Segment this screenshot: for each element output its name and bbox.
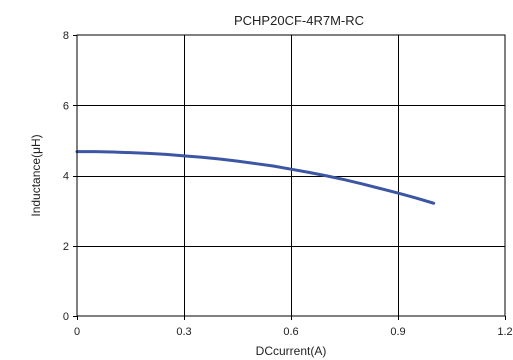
y-tick-label: 4 [63, 171, 69, 183]
x-axis-title: DCcurrent(A) [256, 344, 327, 358]
series-layer [75, 150, 436, 205]
x-tick-label: 0.9 [390, 326, 405, 338]
series-line [75, 150, 436, 205]
y-tick-label: 0 [63, 311, 69, 323]
y-axis-title: Inductance(μH) [29, 134, 43, 216]
x-tick-label: 0.3 [176, 326, 191, 338]
y-tick-label: 2 [63, 241, 69, 253]
y-tick-label: 8 [63, 30, 69, 42]
axis-layer: 0 0.3 0.6 0.9 1.2 0 2 4 6 8 [63, 30, 513, 338]
grid-layer [77, 35, 505, 316]
x-tick-label: 0 [74, 326, 80, 338]
x-tick-label: 1.2 [497, 326, 512, 338]
x-tick-label: 0.6 [283, 326, 298, 338]
y-tick-label: 6 [63, 100, 69, 112]
chart-title: PCHP20CF-4R7M-RC [234, 13, 364, 28]
